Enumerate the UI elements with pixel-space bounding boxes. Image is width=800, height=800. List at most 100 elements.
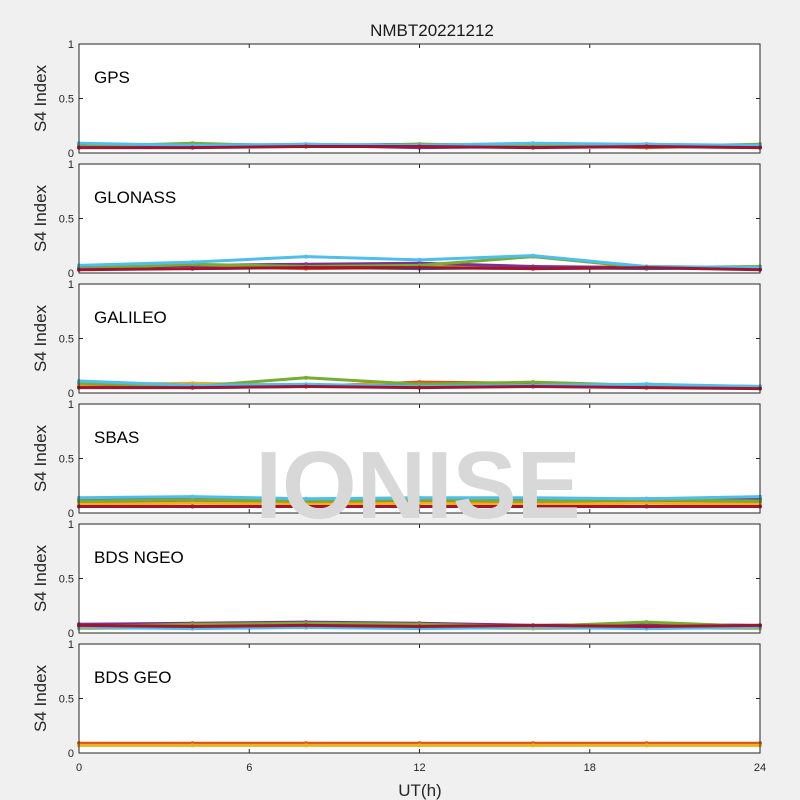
data-point [531, 623, 535, 628]
x-axis-label: UT(h) [398, 781, 441, 800]
data-point [531, 380, 535, 385]
y-axis-label: S4 Index [31, 64, 50, 132]
data-point [531, 253, 535, 258]
y-tick-label: 1 [68, 519, 74, 531]
panel-label: BDS GEO [94, 668, 171, 687]
data-point [644, 382, 649, 387]
data-point [417, 257, 422, 262]
y-tick-label: 0.5 [59, 94, 74, 106]
data-point [304, 496, 308, 501]
y-tick-label: 0.5 [59, 574, 74, 586]
data-point [190, 260, 195, 265]
data-point [304, 375, 308, 380]
data-point [190, 494, 195, 499]
panel-label: GALILEO [94, 308, 167, 327]
data-point [190, 624, 195, 629]
data-point [531, 384, 535, 389]
data-point [304, 384, 308, 389]
y-tick-label: 1 [68, 399, 74, 411]
y-axis-label: S4 Index [31, 664, 50, 732]
panel-label: SBAS [94, 428, 139, 447]
data-point [190, 145, 195, 150]
y-tick-label: 1 [68, 159, 74, 171]
data-point [190, 266, 195, 271]
data-point [417, 504, 422, 509]
y-tick-label: 1 [68, 279, 74, 291]
data-point [531, 504, 535, 509]
data-point [417, 265, 422, 270]
y-tick-label: 0 [68, 388, 74, 400]
y-tick-label: 0 [68, 268, 74, 280]
data-point [190, 743, 195, 748]
y-tick-label: 1 [68, 39, 74, 51]
data-point [304, 265, 308, 270]
panel-sbas: 0 0.5 1 S4 Index SBAS [31, 399, 762, 520]
data-point [417, 743, 422, 748]
plot-area [79, 644, 760, 753]
data-point [644, 385, 649, 390]
data-point [190, 497, 195, 502]
panel-glonass: 0 0.5 1 S4 Index GLONASS [31, 159, 762, 280]
y-axis-label: S4 Index [31, 424, 50, 492]
plot-area [79, 284, 760, 393]
y-tick-label: 0.5 [59, 334, 74, 346]
data-point [531, 141, 535, 146]
data-point [417, 501, 422, 506]
y-tick-label: 0 [68, 148, 74, 160]
y-axis-label: S4 Index [31, 544, 50, 612]
panel-label: BDS NGEO [94, 548, 184, 567]
data-point [531, 499, 535, 503]
data-point [304, 254, 308, 259]
panel-galileo: 0 0.5 1 S4 Index GALILEO [31, 279, 762, 400]
data-point [417, 144, 422, 149]
y-tick-label: 0 [68, 748, 74, 760]
y-tick-label: 1 [68, 639, 74, 651]
data-point [417, 624, 422, 629]
data-point [304, 144, 308, 149]
data-point [417, 495, 422, 500]
data-point [644, 743, 649, 748]
data-point [644, 265, 649, 270]
plot-area [79, 164, 760, 273]
x-tick-label: 24 [754, 762, 766, 774]
x-tick-label: 18 [584, 762, 596, 774]
x-tick-label: 6 [246, 762, 252, 774]
data-point [304, 743, 308, 748]
data-point [644, 504, 649, 509]
panel-gps: 0 0.5 1 S4 Index GPS [31, 39, 762, 160]
data-point [531, 145, 535, 150]
y-tick-label: 0 [68, 628, 74, 640]
watermark: IONISE [255, 432, 580, 539]
panel-bds-geo: 0 6 12 18 24 0 0.5 1 S4 Index BDS GEO [31, 639, 766, 774]
plot-area [79, 44, 760, 153]
figure-title: NMBT20221212 [370, 21, 494, 40]
y-axis-label: S4 Index [31, 184, 50, 252]
data-point [531, 743, 535, 748]
y-tick-label: 0.5 [59, 214, 74, 226]
data-point [531, 495, 535, 500]
data-point [190, 504, 195, 509]
x-tick-label: 12 [413, 762, 425, 774]
data-point [531, 266, 535, 271]
y-tick-label: 0.5 [59, 694, 74, 706]
data-point [644, 144, 649, 149]
y-axis-label: S4 Index [31, 304, 50, 372]
panel-label: GLONASS [94, 188, 176, 207]
x-tick-label: 0 [76, 762, 82, 774]
panel-bds-ngeo: 0 0.5 1 S4 Index BDS NGEO [31, 519, 762, 640]
plot-area [79, 524, 760, 633]
data-point [644, 620, 649, 625]
data-point [644, 501, 649, 506]
y-tick-label: 0.5 [59, 454, 74, 466]
y-tick-label: 0 [68, 508, 74, 520]
data-point [304, 504, 308, 509]
panel-label: GPS [94, 68, 130, 87]
data-point [190, 385, 195, 390]
data-point [644, 624, 649, 629]
data-point [190, 501, 195, 506]
data-point [417, 385, 422, 390]
data-point [644, 496, 649, 501]
data-point [304, 623, 308, 628]
